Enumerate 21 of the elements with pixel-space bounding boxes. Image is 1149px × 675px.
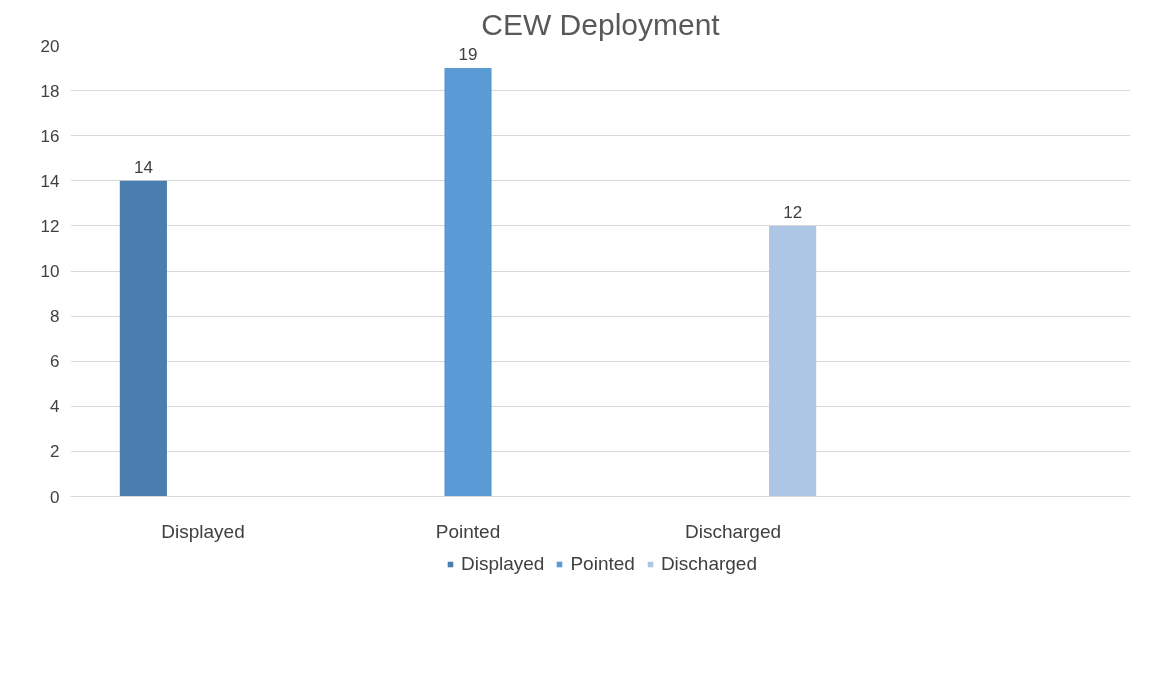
- y-tick-label: 6: [50, 352, 60, 372]
- y-tick-label: 18: [40, 81, 60, 101]
- y-tick-label: 4: [50, 397, 60, 417]
- chart-title: CEW Deployment: [481, 7, 721, 41]
- x-tick-label: Discharged: [684, 520, 782, 542]
- data-label: 12: [783, 202, 803, 222]
- y-tick-label: 2: [50, 442, 60, 462]
- y-tick-label: 14: [40, 171, 60, 191]
- data-label: 14: [133, 157, 153, 177]
- y-tick-label: 16: [40, 126, 60, 146]
- legend-label: Discharged: [660, 553, 757, 575]
- y-tick-label: 10: [40, 262, 60, 281]
- x-tick-label: Displayed: [161, 520, 245, 542]
- legend-label: Pointed: [570, 553, 635, 575]
- x-tick-label: Pointed: [435, 520, 501, 542]
- data-label: 19: [458, 45, 478, 65]
- y-tick-label: 20: [40, 36, 60, 56]
- y-tick-label: 12: [40, 216, 60, 236]
- legend-label: Displayed: [461, 553, 545, 575]
- y-tick-label: 8: [50, 307, 60, 327]
- y-tick-label: 0: [50, 487, 60, 507]
